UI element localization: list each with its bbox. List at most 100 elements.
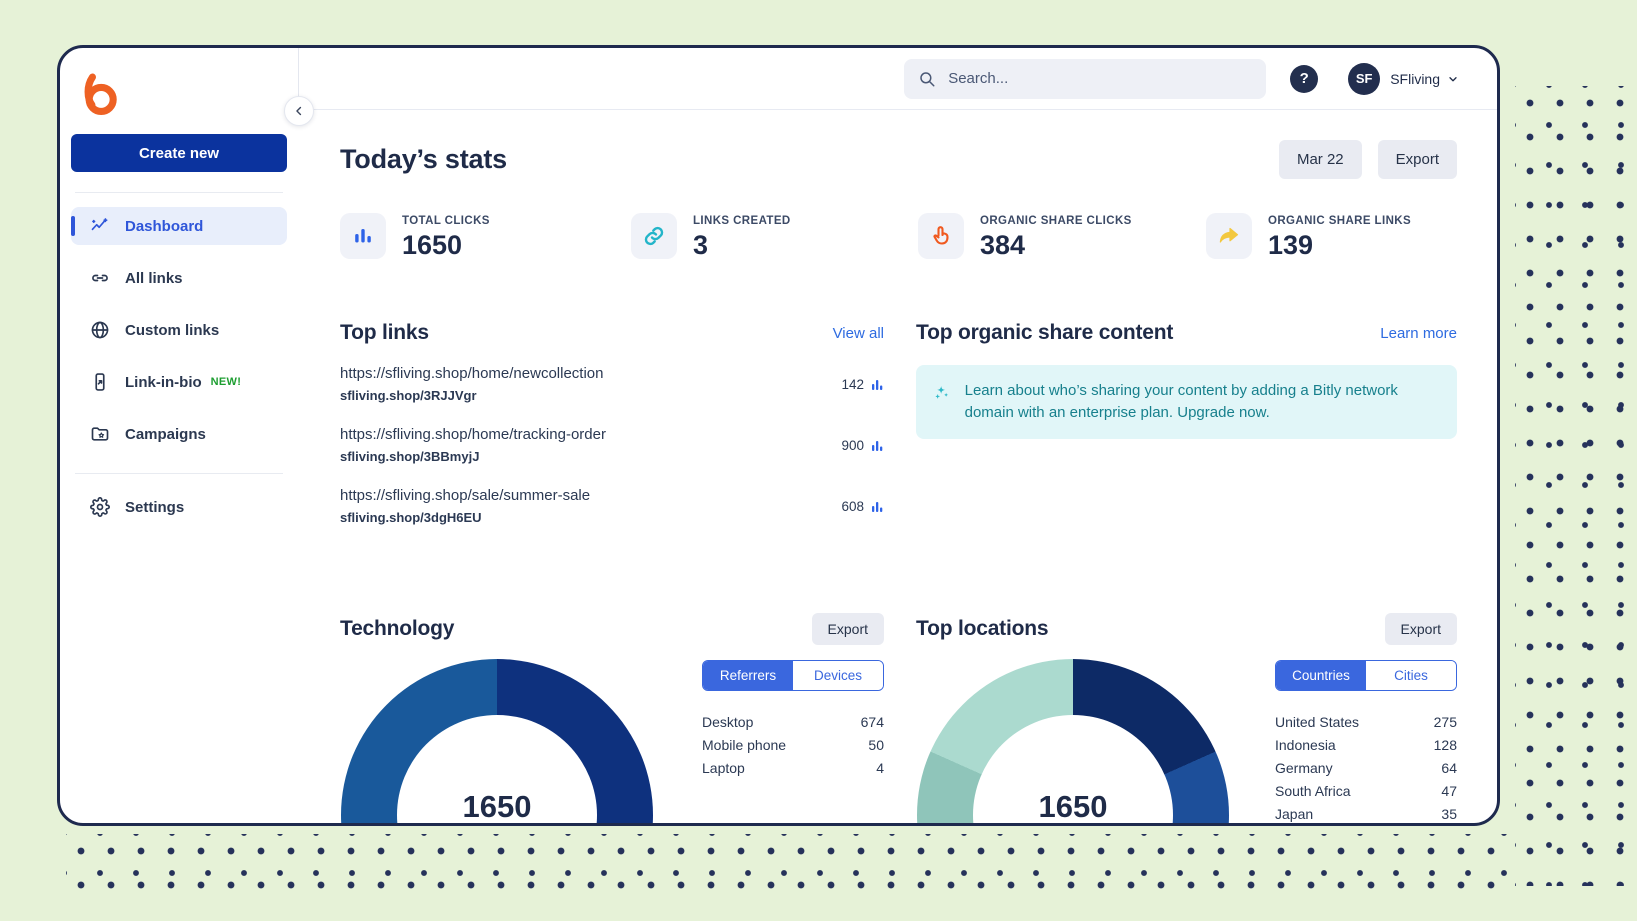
sidebar-item-custom-links[interactable]: Custom links	[71, 311, 287, 349]
dashboard-columns: Top links View all https://sfliving.shop…	[340, 315, 1457, 823]
sidebar-item-label: Custom links	[125, 321, 220, 339]
stat-icon-tile	[918, 213, 964, 259]
locations-donut-chart: 1650	[917, 659, 1229, 823]
technology-chart-area: 1650 Referrers Devices Desktop	[340, 659, 884, 823]
section-title: Top organic share content	[916, 321, 1174, 344]
sidebar-item-label: All links	[125, 269, 183, 287]
table-row: Laptop 4	[702, 756, 884, 779]
page-title: Today’s stats	[340, 144, 507, 174]
tab-referrers[interactable]: Referrers	[703, 661, 793, 690]
stat-links-created: LINKS CREATED 3	[631, 213, 918, 261]
bitly-logo[interactable]	[77, 70, 121, 118]
sidebar-divider	[75, 192, 283, 193]
row-value: 50	[868, 736, 884, 753]
gear-icon	[90, 497, 110, 517]
avatar-initials: SF	[1355, 71, 1373, 86]
sidebar-item-label: Settings	[125, 498, 185, 516]
share-arrow-icon	[1219, 227, 1239, 243]
link-row[interactable]: https://sfliving.shop/home/tracking-orde…	[340, 426, 884, 464]
stats-row: TOTAL CLICKS 1650 LINKS CREATED 3	[340, 213, 1457, 261]
link-row[interactable]: https://sfliving.shop/sale/summer-sale s…	[340, 487, 884, 525]
section-title: Top links	[340, 321, 429, 344]
upgrade-now-link[interactable]: Upgrade now.	[1177, 403, 1270, 421]
export-button[interactable]: Export	[1377, 140, 1457, 179]
top-locations-header: Top locations Export	[916, 611, 1457, 647]
stat-value: 384	[980, 230, 1026, 260]
date-button[interactable]: Mar 22	[1278, 140, 1362, 179]
active-accent-bar	[71, 216, 75, 236]
long-url: https://sfliving.shop/sale/summer-sale	[340, 487, 591, 504]
chevron-left-icon	[296, 106, 302, 116]
technology-panel: Referrers Devices Desktop 674 Mobile pho…	[702, 660, 884, 779]
dashboard-content: Today’s stats Mar 22 Export	[299, 110, 1497, 823]
sidebar-item-dashboard[interactable]: Dashboard	[71, 207, 287, 245]
stat-value: 3	[693, 230, 709, 260]
locations-chart-area: 1650 Countries Cities United States	[916, 659, 1457, 823]
locations-export-button[interactable]: Export	[1384, 613, 1457, 645]
technology-export-button[interactable]: Export	[811, 613, 884, 645]
stat-value: 139	[1268, 230, 1314, 260]
campaigns-folder-icon	[91, 427, 109, 441]
sidebar-item-all-links[interactable]: All links	[71, 259, 287, 297]
stat-label: ORGANIC SHARE CLICKS	[980, 215, 1132, 227]
tab-devices[interactable]: Devices	[793, 661, 883, 690]
mini-bars-icon	[872, 501, 883, 512]
link-in-bio-icon	[95, 373, 105, 391]
row-label: Desktop	[702, 713, 754, 730]
table-row: Japan 35	[1275, 802, 1457, 823]
technology-table: Desktop 674 Mobile phone 50 Laptop 4	[702, 710, 884, 779]
learn-more-link[interactable]: Learn more	[1380, 324, 1457, 342]
upsell-banner: Learn about who’s sharing your content b…	[916, 365, 1457, 439]
stat-texts: ORGANIC SHARE LINKS 139	[1268, 213, 1411, 261]
sidebar-item-link-in-bio[interactable]: Link-in-bio NEW!	[71, 363, 287, 401]
row-value: 275	[1433, 713, 1457, 730]
click-count: 608	[841, 498, 864, 514]
search-box[interactable]	[904, 58, 1267, 99]
search-input[interactable]	[946, 69, 1253, 88]
top-links-header: Top links View all	[340, 315, 884, 351]
link-icon	[644, 226, 664, 246]
tab-cities[interactable]: Cities	[1366, 661, 1456, 690]
long-url: https://sfliving.shop/home/tracking-orde…	[340, 426, 606, 443]
table-row: Germany 64	[1275, 756, 1457, 779]
table-row: Indonesia 128	[1275, 733, 1457, 756]
decorative-dots-right	[1515, 86, 1631, 886]
long-url: https://sfliving.shop/home/newcollection	[340, 365, 604, 382]
locations-table: United States 275 Indonesia 128 Germany …	[1275, 710, 1457, 823]
stat-organic-share-links: ORGANIC SHARE LINKS 139	[1206, 213, 1457, 261]
stat-label: ORGANIC SHARE LINKS	[1268, 215, 1412, 227]
row-value: 128	[1433, 736, 1457, 753]
short-url: sfliving.shop/3dgH6EU	[340, 510, 482, 525]
technology-header: Technology Export	[340, 611, 884, 647]
new-badge: NEW!	[210, 376, 242, 388]
row-value: 64	[1441, 759, 1457, 776]
create-new-button[interactable]: Create new	[71, 134, 287, 172]
link-row[interactable]: https://sfliving.shop/home/newcollection…	[340, 365, 884, 403]
link-clicks: 142	[841, 377, 884, 392]
account-menu[interactable]: SFliving	[1390, 71, 1459, 87]
tab-countries[interactable]: Countries	[1276, 661, 1366, 690]
help-button[interactable]: ?	[1290, 64, 1319, 93]
donut-hole: 1650	[397, 715, 597, 823]
view-all-link[interactable]: View all	[832, 324, 884, 342]
stat-icon-tile	[340, 213, 386, 259]
sidebar-item-campaigns[interactable]: Campaigns	[71, 415, 287, 453]
mini-bars-icon	[872, 440, 883, 451]
bar-chart-icon	[355, 229, 371, 243]
left-column: Top links View all https://sfliving.shop…	[340, 315, 884, 823]
stat-organic-share-clicks: ORGANIC SHARE CLICKS 384	[918, 213, 1206, 261]
link-clicks: 900	[841, 438, 884, 453]
sidebar-item-label: Dashboard	[125, 217, 204, 235]
technology-donut-chart: 1650	[341, 659, 653, 823]
header-actions: Mar 22 Export	[1278, 140, 1457, 179]
donut-hole: 1650	[973, 715, 1173, 823]
decorative-dots-bottom	[66, 834, 1514, 894]
help-glyph: ?	[1299, 70, 1309, 87]
row-label: South Africa	[1275, 782, 1351, 799]
top-links-list: https://sfliving.shop/home/newcollection…	[340, 365, 884, 611]
table-row: Desktop 674	[702, 710, 884, 733]
sidebar-collapse-button[interactable]	[284, 96, 314, 126]
avatar[interactable]: SF	[1348, 62, 1381, 95]
sidebar-item-settings[interactable]: Settings	[71, 488, 287, 526]
